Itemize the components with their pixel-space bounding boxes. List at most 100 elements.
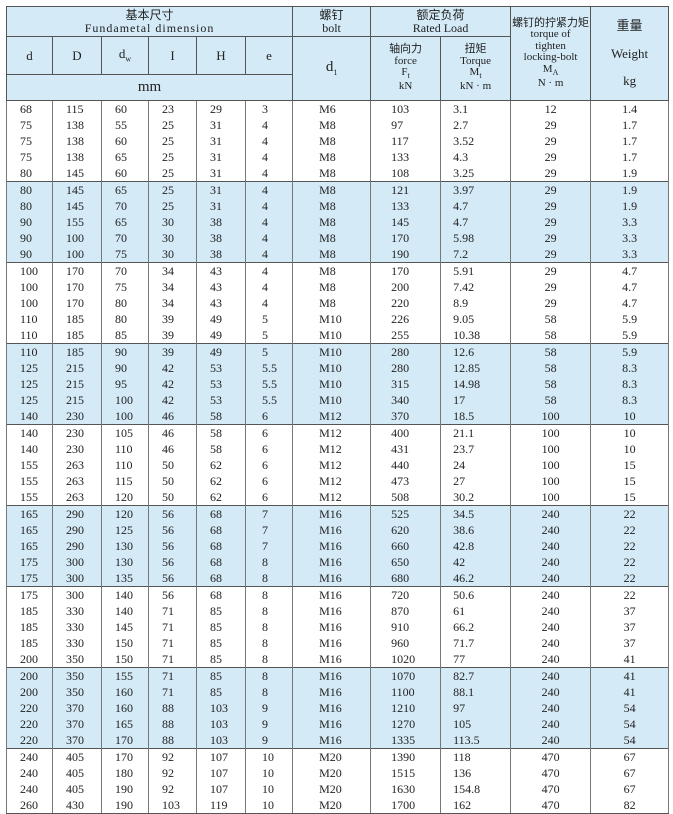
table-cell: M10 bbox=[292, 327, 372, 344]
table-cell: 85 bbox=[196, 684, 246, 700]
table-cell: 60 bbox=[101, 165, 149, 182]
table-cell: 100 bbox=[510, 408, 592, 425]
table-cell: 6 bbox=[244, 424, 294, 441]
table-cell: 240 bbox=[510, 651, 592, 668]
table-cell: 30 bbox=[148, 246, 197, 263]
table-cell: 300 bbox=[52, 570, 102, 587]
table-cell: M8 bbox=[292, 214, 372, 230]
symbol-sub: t bbox=[479, 71, 482, 81]
table-cell: 6 bbox=[244, 457, 294, 473]
col-torque: 扭矩 Torque Mt kN · m bbox=[440, 36, 512, 101]
table-row: 140 230 105 46 58 6 M12 400 21.1 100 10 bbox=[6, 424, 670, 441]
table-cell: 117 bbox=[370, 133, 442, 149]
table-row: 125 215 90 42 53 5.5 M10 280 12.85 58 8.3 bbox=[6, 360, 670, 376]
table-cell: M8 bbox=[292, 117, 372, 133]
table-cell: 22 bbox=[590, 586, 670, 603]
table-cell: 5.9 bbox=[590, 311, 670, 327]
table-cell: M16 bbox=[292, 538, 372, 554]
table-cell: 4 bbox=[244, 181, 294, 198]
table-cell: 1270 bbox=[370, 716, 442, 732]
table-row: 100 170 70 34 43 4 M8 170 5.91 29 4.7 bbox=[6, 262, 670, 279]
table-cell: 37 bbox=[590, 635, 670, 651]
table-cell: 3.3 bbox=[590, 246, 670, 263]
table-cell: M16 bbox=[292, 700, 372, 716]
table-cell: 67 bbox=[590, 765, 670, 781]
table-cell: 1.7 bbox=[590, 149, 670, 165]
table-cell: 240 bbox=[6, 765, 53, 781]
table-row: 155 263 110 50 62 6 M12 440 24 100 15 bbox=[6, 457, 670, 473]
table-cell: 110 bbox=[6, 343, 53, 360]
table-cell: 29 bbox=[510, 133, 592, 149]
table-cell: 68 bbox=[6, 100, 53, 117]
table-cell: 330 bbox=[52, 635, 102, 651]
table-header: 基本尺寸 Fundametal dimension 螺钉 bolt 额定负荷 Rate… bbox=[5, 6, 670, 101]
table-cell: 1.7 bbox=[590, 133, 670, 149]
table-cell: 185 bbox=[6, 635, 53, 651]
table-cell: 1020 bbox=[370, 651, 442, 668]
table-cell: 50 bbox=[148, 489, 197, 506]
table-cell: 37 bbox=[590, 603, 670, 619]
table-cell: 68 bbox=[196, 586, 246, 603]
table-cell: 315 bbox=[370, 376, 442, 392]
table-row: 110 185 80 39 49 5 M10 226 9.05 58 5.9 bbox=[6, 311, 670, 327]
table-cell: 107 bbox=[196, 765, 246, 781]
table-cell: 10 bbox=[590, 441, 670, 457]
table-cell: 470 bbox=[510, 781, 592, 797]
table-cell: 29 bbox=[510, 198, 592, 214]
table-cell: 60 bbox=[101, 100, 149, 117]
table-cell: 7 bbox=[244, 522, 294, 538]
table-cell: 5 bbox=[244, 311, 294, 327]
table-cell: 3.3 bbox=[590, 230, 670, 246]
table-cell: M16 bbox=[292, 635, 372, 651]
header-cn: 重量 bbox=[616, 18, 643, 34]
col-d1: d1 bbox=[292, 36, 372, 101]
table-cell: 75 bbox=[6, 133, 53, 149]
table-cell: 240 bbox=[6, 781, 53, 797]
table-cell: 100 bbox=[52, 246, 102, 263]
table-cell: M10 bbox=[292, 343, 372, 360]
table-row: 100 170 80 34 43 4 M8 220 8.9 29 4.7 bbox=[6, 295, 670, 311]
table-cell: 1070 bbox=[370, 667, 442, 684]
table-cell: 226 bbox=[370, 311, 442, 327]
header-cn: 基本尺寸 bbox=[125, 7, 174, 22]
col-e: e bbox=[244, 36, 294, 75]
table-cell: 4.7 bbox=[590, 295, 670, 311]
table-cell: 42 bbox=[148, 392, 197, 408]
table-cell: M16 bbox=[292, 684, 372, 700]
table-cell: 14.98 bbox=[440, 376, 512, 392]
table-row: 125 215 95 42 53 5.5 M10 315 14.98 58 8.3 bbox=[6, 376, 670, 392]
table-cell: 71 bbox=[148, 667, 197, 684]
table-cell: 30 bbox=[148, 214, 197, 230]
table-cell: 9.05 bbox=[440, 311, 512, 327]
table-cell: 280 bbox=[370, 343, 442, 360]
table-cell: M16 bbox=[292, 586, 372, 603]
table-row: 155 263 120 50 62 6 M12 508 30.2 100 15 bbox=[6, 489, 670, 506]
symbol-sub: t bbox=[407, 71, 410, 81]
table-cell: 240 bbox=[510, 586, 592, 603]
table-cell: 405 bbox=[52, 781, 102, 797]
table-cell: 46 bbox=[148, 408, 197, 425]
table-cell: 10 bbox=[244, 748, 294, 765]
table-row: 175 300 130 56 68 8 M16 650 42 240 22 bbox=[6, 554, 670, 570]
table-cell: 34 bbox=[148, 295, 197, 311]
table-row: 240 405 170 92 107 10 M20 1390 118 470 67 bbox=[6, 748, 670, 765]
table-cell: 7 bbox=[244, 538, 294, 554]
table-cell: 43 bbox=[196, 279, 246, 295]
table-cell: 25 bbox=[148, 133, 197, 149]
table-cell: 3 bbox=[244, 100, 294, 117]
table-cell: 215 bbox=[52, 392, 102, 408]
table-cell: 5.5 bbox=[244, 392, 294, 408]
table-cell: 4.3 bbox=[440, 149, 512, 165]
table-cell: 240 bbox=[510, 570, 592, 587]
table-cell: 103 bbox=[370, 100, 442, 117]
table-cell: 170 bbox=[101, 732, 149, 749]
col-d: d bbox=[6, 36, 53, 75]
table-cell: 160 bbox=[101, 700, 149, 716]
table-cell: 525 bbox=[370, 505, 442, 522]
table-cell: M10 bbox=[292, 311, 372, 327]
table-cell: 100 bbox=[101, 392, 149, 408]
table-cell: 340 bbox=[370, 392, 442, 408]
table-cell: M16 bbox=[292, 554, 372, 570]
table-cell: 140 bbox=[6, 424, 53, 441]
table-cell: 240 bbox=[510, 684, 592, 700]
